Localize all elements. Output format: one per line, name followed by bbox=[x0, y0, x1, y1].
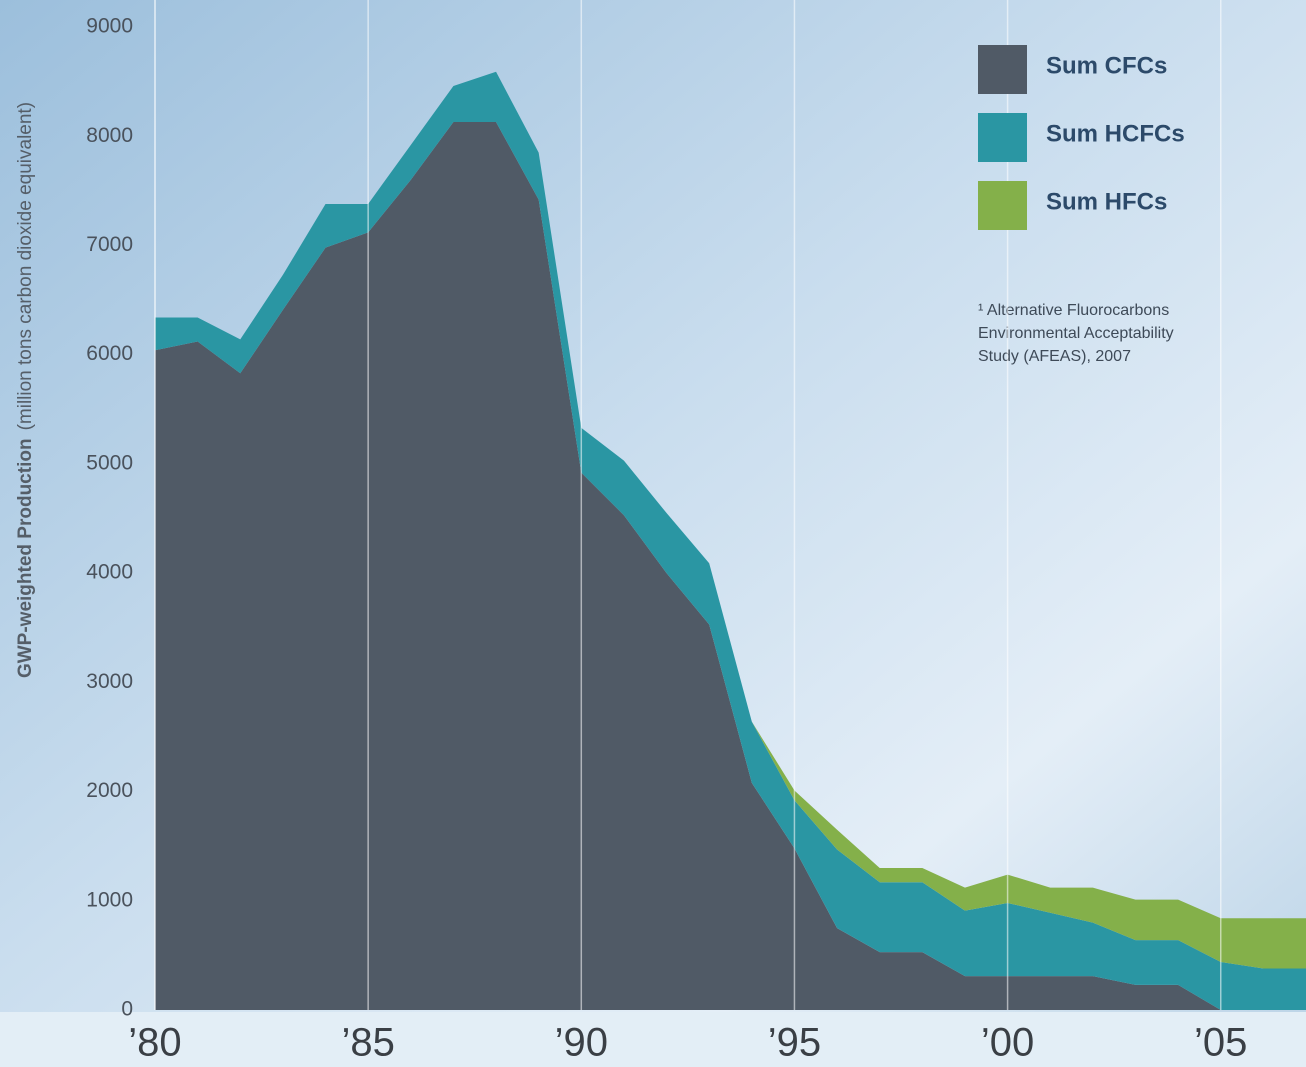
plot-area bbox=[155, 71, 1306, 1011]
y-axis-title-rest: (million tons carbon dioxide equivalent) bbox=[15, 102, 36, 430]
footnote-line: Study (AFEAS), 2007 bbox=[978, 348, 1131, 365]
x-tick-label: ’95 bbox=[768, 1021, 821, 1065]
y-axis-title-bold: GWP-weighted Production bbox=[15, 438, 36, 678]
axis-strip bbox=[0, 1012, 1306, 1067]
footnote: ¹ Alternative Fluorocarbons Environmental… bbox=[978, 302, 1174, 365]
y-tick-label: 6000 bbox=[86, 342, 133, 365]
y-tick-label: 7000 bbox=[86, 233, 133, 256]
x-tick-label: ’00 bbox=[981, 1021, 1034, 1065]
legend-label: Sum HFCs bbox=[1046, 188, 1167, 215]
y-tick-label: 4000 bbox=[86, 561, 133, 584]
x-tick-label: ’80 bbox=[128, 1021, 181, 1065]
y-tick-label: 3000 bbox=[86, 670, 133, 693]
y-tick-label: 5000 bbox=[86, 451, 133, 474]
legend-swatch bbox=[978, 113, 1027, 162]
legend-swatch bbox=[978, 45, 1027, 94]
y-tick-label: 8000 bbox=[86, 124, 133, 147]
legend-label: Sum CFCs bbox=[1046, 52, 1167, 79]
legend-swatch bbox=[978, 181, 1027, 230]
y-tick-label: 0 bbox=[121, 998, 133, 1021]
y-tick-label: 1000 bbox=[86, 888, 133, 911]
y-axis-title: GWP-weighted Production (million tons car… bbox=[15, 102, 36, 678]
legend-label: Sum HCFCs bbox=[1046, 120, 1185, 147]
footnote-line: Environmental Acceptability bbox=[978, 325, 1174, 342]
y-tick-label: 9000 bbox=[86, 15, 133, 38]
area bbox=[155, 122, 1306, 1011]
x-tick-label: ’85 bbox=[341, 1021, 394, 1065]
footnote-line: ¹ Alternative Fluorocarbons bbox=[978, 302, 1169, 319]
x-tick-label: ’90 bbox=[555, 1021, 608, 1065]
x-tick-label: ’05 bbox=[1194, 1021, 1247, 1065]
y-tick-label: 2000 bbox=[86, 779, 133, 802]
